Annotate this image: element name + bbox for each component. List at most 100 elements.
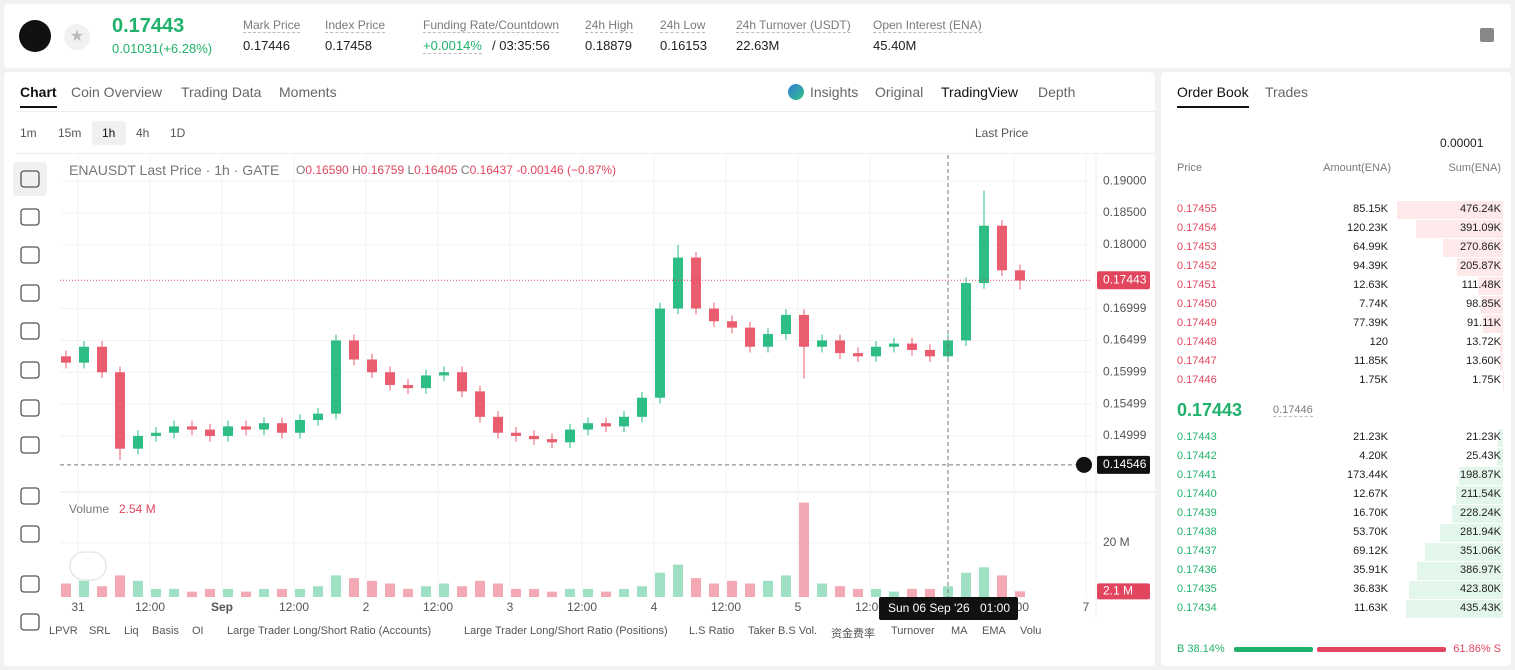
- book-amount: 173.44K: [1347, 469, 1388, 481]
- indicator-tab[interactable]: 资金费率: [831, 628, 875, 640]
- book-price: 0.17440: [1177, 488, 1217, 500]
- indicator-tab[interactable]: Volu: [1020, 625, 1042, 637]
- book-price: 0.17450: [1177, 298, 1217, 310]
- book-amount: 21.23K: [1353, 431, 1388, 443]
- candle-body: [817, 340, 827, 347]
- tv-logo: [69, 551, 107, 581]
- volume-bar: [817, 583, 827, 597]
- indicator-tab[interactable]: EMA: [982, 625, 1006, 637]
- legend-part: 0.16759: [361, 163, 405, 177]
- candle-body: [349, 340, 359, 360]
- book-tab[interactable]: Trades: [1265, 84, 1309, 100]
- book-sum: 391.09K: [1460, 222, 1501, 234]
- interval[interactable]: 1m: [20, 126, 37, 140]
- volume-bar: [241, 591, 251, 597]
- candle-body: [385, 372, 395, 385]
- volume-bar: [565, 588, 575, 597]
- book-amount: 64.99K: [1353, 241, 1388, 253]
- indicator-tab[interactable]: Turnover: [891, 625, 935, 637]
- stat-value: 0.17458: [325, 38, 372, 53]
- book-price: 0.17448: [1177, 336, 1217, 348]
- legend-part: H: [352, 163, 361, 177]
- add-alert-icon: [1076, 456, 1092, 473]
- indicator-tab[interactable]: MA: [951, 625, 968, 637]
- volume-bar: [349, 578, 359, 597]
- book-amount: 35.91K: [1353, 564, 1388, 576]
- view-tab[interactable]: Insights: [810, 84, 859, 100]
- view-tab[interactable]: TradingView: [941, 84, 1019, 100]
- indicator-tab[interactable]: Taker B.S Vol.: [748, 625, 818, 637]
- book-amount: 85.15K: [1353, 203, 1388, 215]
- indicator-tab[interactable]: Liq: [124, 625, 139, 637]
- legend-part: L: [407, 163, 414, 177]
- book-amount: 120.23K: [1347, 222, 1388, 234]
- price-type[interactable]: Last Price: [975, 126, 1029, 140]
- candle-body: [79, 346, 89, 363]
- volume-bar: [79, 580, 89, 597]
- candle-body: [925, 349, 935, 357]
- book-price: 0.17434: [1177, 602, 1217, 614]
- depth-bar: [1457, 258, 1503, 276]
- buy-ratio-label: B 38.14%: [1177, 643, 1225, 655]
- chart-tab[interactable]: Moments: [279, 84, 337, 100]
- book-price: 0.17454: [1177, 222, 1217, 234]
- view-tab[interactable]: Original: [875, 84, 924, 100]
- volume-bar: [421, 586, 431, 597]
- depth-bar: [1458, 467, 1503, 485]
- precision[interactable]: 0.00001: [1440, 136, 1484, 150]
- volume-tag-label: 2.1 M: [1103, 584, 1133, 598]
- book-sum: 476.24K: [1460, 203, 1501, 215]
- indicator-tab[interactable]: LPVR: [49, 625, 78, 637]
- book-tab[interactable]: Order Book: [1177, 84, 1249, 108]
- indicator-tab[interactable]: Large Trader Long/Short Ratio (Accounts): [227, 625, 432, 637]
- y-tick-label: 0.16999: [1103, 301, 1147, 315]
- book-amount: 53.70K: [1353, 526, 1388, 538]
- book-sum: 98.85K: [1466, 298, 1501, 310]
- candle-body: [223, 426, 233, 436]
- book-price: 0.17446: [1177, 374, 1217, 386]
- interval[interactable]: 15m: [58, 126, 82, 140]
- indicator-tab[interactable]: Large Trader Long/Short Ratio (Positions…: [464, 625, 668, 637]
- candle-body: [799, 314, 809, 347]
- interval[interactable]: 4h: [136, 126, 150, 140]
- indicator-tab[interactable]: OI: [192, 625, 204, 637]
- favorite-star[interactable]: ★: [64, 24, 90, 50]
- y2-tick-label: 20 M: [1103, 535, 1130, 549]
- chart-legend: ENAUSDT Last Price · 1h · GATE: [69, 162, 279, 178]
- volume-bar: [547, 591, 557, 597]
- candle-body: [511, 432, 521, 436]
- stat-label: Index Price: [325, 18, 386, 33]
- book-amount: 12.63K: [1353, 279, 1388, 291]
- view-tab[interactable]: Depth: [1038, 84, 1076, 100]
- stat-value: 22.63M: [736, 38, 780, 53]
- sell-ratio-label: 61.86% S: [1453, 643, 1501, 655]
- indicator-tab[interactable]: L.S Ratio: [689, 625, 735, 637]
- x-tick-label: 4: [651, 600, 658, 614]
- legend-part: ENAUSDT Last Price · 1h · GATE: [69, 162, 279, 178]
- interval[interactable]: 1h: [102, 126, 116, 140]
- depth-bar: [1397, 201, 1503, 219]
- volume-bar: [907, 588, 917, 597]
- book-sum: 111.48K: [1461, 279, 1501, 291]
- volume-bar: [439, 583, 449, 597]
- layout-icon[interactable]: [1480, 28, 1494, 42]
- book-price: 0.17452: [1177, 260, 1217, 272]
- chart-tab[interactable]: Trading Data: [181, 84, 262, 100]
- book-amount: 7.74K: [1359, 298, 1388, 310]
- candle-body: [61, 356, 71, 363]
- volume-bar: [619, 588, 629, 597]
- chart-tab[interactable]: Chart: [20, 84, 57, 108]
- indicator-tab[interactable]: SRL: [89, 625, 111, 637]
- x-tick-label: 31: [71, 600, 85, 614]
- volume-bar: [385, 583, 395, 597]
- y-tick-label: 0.15999: [1103, 364, 1147, 378]
- book-amount: 77.39K: [1353, 317, 1388, 329]
- volume-bar: [205, 588, 215, 597]
- x-tick-label: 3: [507, 600, 514, 614]
- x-tick-label: 12:00: [711, 600, 741, 614]
- book-sum: 386.97K: [1460, 564, 1501, 576]
- interval[interactable]: 1D: [170, 126, 186, 140]
- indicator-tab[interactable]: Basis: [152, 625, 179, 637]
- y-tick-label: 0.16499: [1103, 333, 1147, 347]
- chart-tab[interactable]: Coin Overview: [71, 84, 163, 100]
